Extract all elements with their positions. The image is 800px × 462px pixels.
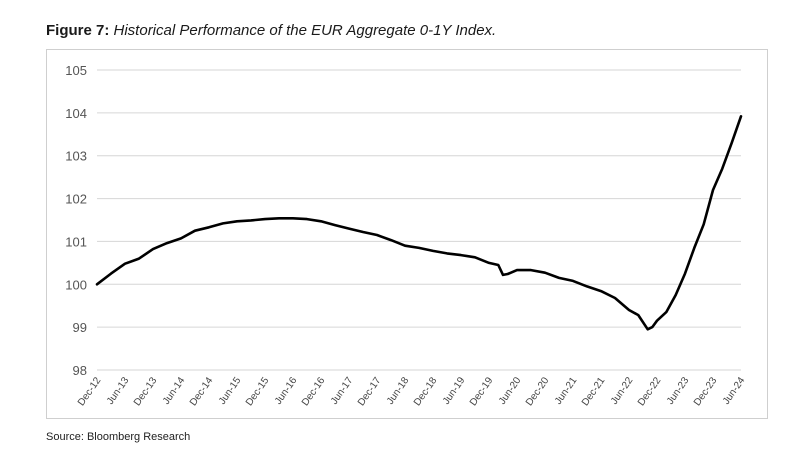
y-tick-label: 102	[65, 192, 87, 207]
figure-label: Figure 7:	[46, 22, 110, 39]
y-axis: 98 99 100 101 102 103 104 105	[65, 63, 87, 378]
x-tick-label: Jun-15	[217, 375, 244, 407]
x-tick-label: Jun-14	[161, 375, 188, 407]
figure-caption: Historical Performance of the EUR Aggreg…	[113, 22, 497, 39]
x-tick-label: Dec-14	[188, 375, 216, 408]
x-tick-label: Jun-16	[273, 375, 300, 407]
x-axis: Dec-12 Jun-13 Dec-13 Jun-14 Dec-14 Jun-15 Dec-…	[76, 375, 748, 408]
source-note: Source: Bloomberg Research	[46, 431, 191, 443]
x-tick-label: Jun-21	[553, 375, 580, 407]
x-tick-label: Dec-22	[636, 375, 664, 408]
x-tick-label: Jun-22	[609, 375, 636, 407]
x-tick-label: Jun-18	[385, 375, 412, 407]
x-tick-label: Jun-24	[721, 375, 748, 407]
x-tick-label: Dec-19	[468, 375, 496, 408]
x-tick-label: Dec-18	[412, 375, 440, 408]
x-tick-label: Dec-13	[132, 375, 160, 408]
x-tick-label: Jun-19	[441, 375, 468, 407]
series-layer	[95, 115, 743, 331]
series-line	[95, 115, 743, 331]
x-tick-label: Jun-23	[665, 375, 692, 407]
chart-frame: 98 99 100 101 102 103 104 105 Dec-12 Jun-13 Dec-1…	[46, 49, 768, 419]
x-tick-label: Dec-16	[300, 375, 328, 408]
x-tick-label: Dec-15	[244, 375, 272, 408]
x-tick-label: Dec-21	[580, 375, 608, 408]
y-tick-label: 104	[65, 106, 87, 121]
x-tick-label: Dec-12	[76, 375, 104, 408]
x-tick-label: Jun-20	[497, 375, 524, 407]
figure-title: Figure 7: Historical Performance of the …	[46, 22, 496, 39]
y-tick-label: 101	[65, 234, 87, 249]
x-tick-label: Dec-20	[524, 375, 552, 408]
y-tick-label: 98	[73, 363, 87, 378]
x-tick-label: Jun-17	[329, 375, 356, 407]
y-tick-label: 100	[65, 277, 87, 292]
y-tick-label: 105	[65, 63, 87, 78]
y-tick-label: 99	[73, 320, 87, 335]
gridlines	[97, 69, 741, 371]
x-tick-label: Dec-17	[356, 375, 384, 408]
y-tick-label: 103	[65, 149, 87, 164]
x-tick-label: Dec-23	[692, 375, 720, 408]
x-tick-label: Jun-13	[105, 375, 132, 407]
